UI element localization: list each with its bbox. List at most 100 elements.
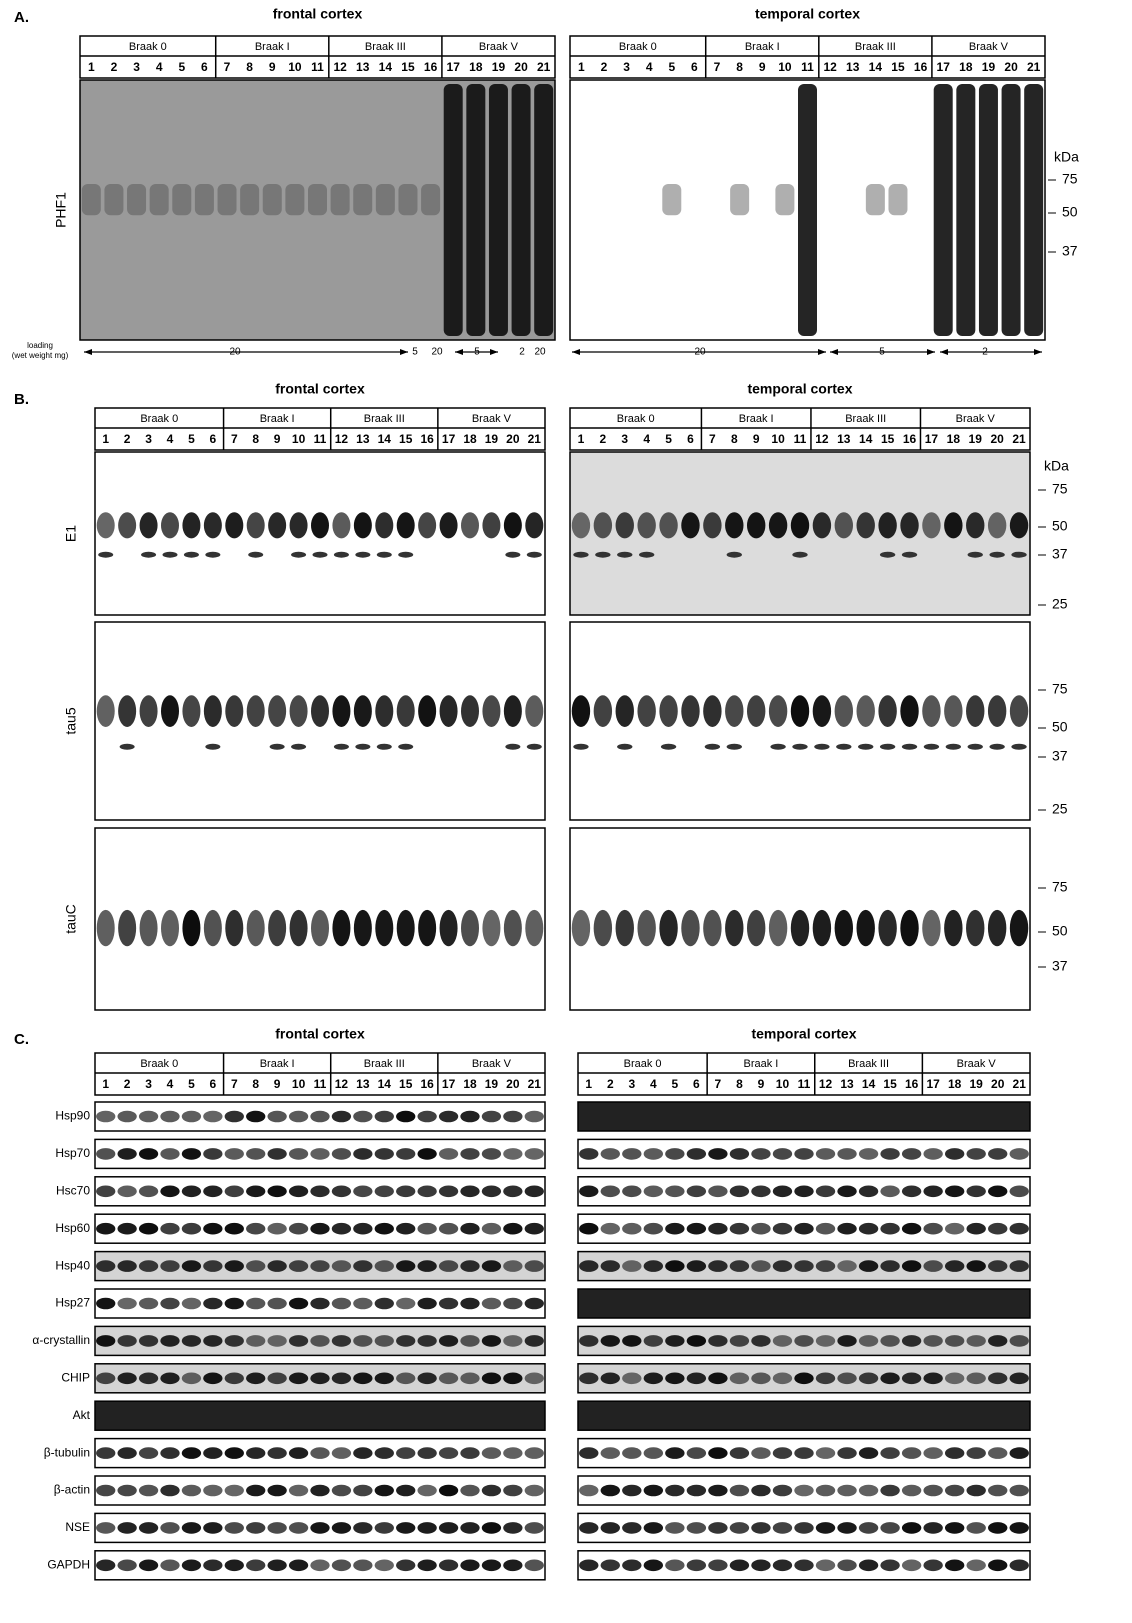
lane-number: 21 — [528, 432, 542, 446]
band — [439, 1148, 458, 1160]
lane-number: 18 — [959, 60, 973, 74]
lane-number: 7 — [714, 60, 721, 74]
band — [579, 1223, 598, 1235]
row-label: Hsp40 — [55, 1258, 90, 1272]
band — [923, 1223, 942, 1235]
band — [332, 1298, 351, 1310]
band — [141, 552, 156, 558]
band — [794, 1373, 813, 1385]
band — [525, 1560, 544, 1572]
band — [816, 1223, 835, 1235]
lane-number: 8 — [252, 432, 259, 446]
band — [708, 1447, 727, 1459]
group-name: Braak 0 — [619, 41, 657, 53]
band — [375, 1111, 394, 1123]
band — [813, 910, 831, 946]
row-label: Hsp90 — [55, 1109, 90, 1123]
lane-number: 1 — [88, 60, 95, 74]
lane-number: 5 — [665, 432, 672, 446]
band — [773, 1223, 792, 1235]
band — [617, 552, 632, 558]
band — [440, 512, 458, 538]
band — [172, 184, 191, 215]
lane-number: 8 — [731, 432, 738, 446]
lane-number: 2 — [111, 60, 118, 74]
lane-number: 4 — [650, 1077, 657, 1091]
band — [460, 1373, 479, 1385]
band — [139, 1260, 158, 1272]
lane-number: 12 — [815, 432, 829, 446]
loading-value: 5 — [474, 347, 480, 358]
band — [945, 1186, 964, 1198]
band — [665, 1148, 684, 1160]
kda-marker: 50 — [1052, 923, 1068, 939]
band — [687, 1223, 706, 1235]
band — [96, 1373, 115, 1385]
band — [204, 695, 222, 727]
band — [923, 1260, 942, 1272]
band — [98, 552, 113, 558]
band — [622, 1447, 641, 1459]
band — [751, 1148, 770, 1160]
band — [727, 744, 742, 750]
band — [118, 512, 136, 538]
band — [837, 1186, 856, 1198]
group-name: Braak V — [472, 413, 512, 425]
band — [525, 512, 543, 538]
row-label: tau5 — [63, 707, 79, 734]
band — [353, 1447, 372, 1459]
group-name: Braak 0 — [140, 413, 178, 425]
band — [418, 1335, 437, 1347]
kda-marker: 37 — [1052, 546, 1068, 562]
band — [687, 1447, 706, 1459]
band — [503, 1373, 522, 1385]
band — [902, 1485, 921, 1497]
band — [396, 1447, 415, 1459]
band — [247, 695, 265, 727]
band — [835, 910, 853, 946]
band — [665, 1335, 684, 1347]
band — [703, 512, 721, 538]
band — [859, 1186, 878, 1198]
group-name: Braak 0 — [140, 1058, 178, 1070]
band — [988, 695, 1006, 727]
group-name: Braak III — [845, 413, 886, 425]
band — [311, 512, 329, 538]
band — [792, 744, 807, 750]
band — [525, 1148, 544, 1160]
band — [988, 1148, 1007, 1160]
lane-number: 11 — [314, 1077, 327, 1091]
lane-number: 17 — [926, 1077, 940, 1091]
band — [375, 695, 393, 727]
band — [708, 1186, 727, 1198]
band — [902, 1335, 921, 1347]
band — [708, 1335, 727, 1347]
band — [681, 512, 699, 538]
lane-number: 9 — [274, 1077, 281, 1091]
band — [730, 184, 749, 215]
band — [354, 512, 372, 538]
band — [461, 695, 479, 727]
lane-number: 20 — [506, 432, 520, 446]
lane-number: 3 — [623, 60, 630, 74]
band — [289, 1560, 308, 1572]
band — [439, 1447, 458, 1459]
band — [622, 1560, 641, 1572]
band — [579, 1485, 598, 1497]
lane-number: 7 — [709, 432, 716, 446]
band — [163, 552, 178, 558]
lane-number: 5 — [672, 1077, 679, 1091]
band — [97, 512, 115, 538]
figure: A.frontal cortexBraak 0123456Braak I7891… — [0, 0, 1132, 1618]
band — [835, 695, 853, 727]
band — [859, 1223, 878, 1235]
band — [945, 1522, 964, 1534]
band — [440, 910, 458, 946]
band — [858, 744, 873, 750]
band — [375, 1373, 394, 1385]
band — [246, 1522, 265, 1534]
band — [375, 1560, 394, 1572]
band — [118, 910, 136, 946]
lane-number: 1 — [102, 1077, 109, 1091]
band — [922, 512, 940, 538]
